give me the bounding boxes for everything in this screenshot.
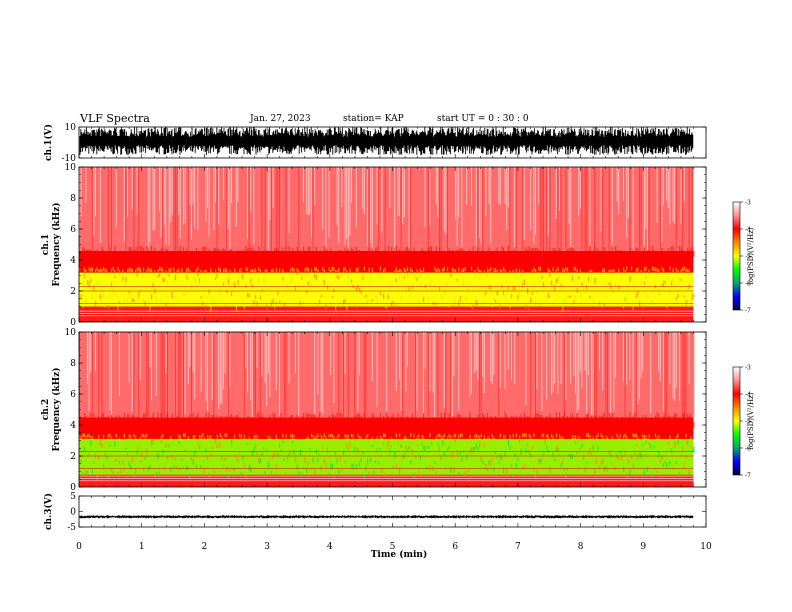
y-tick-label: 2 (70, 452, 76, 462)
x-tick-label: 5 (390, 542, 396, 552)
y-tick-label: 8 (70, 359, 76, 369)
ch1-waveform-trace (79, 127, 694, 155)
colorbar-tick-label: -5 (745, 419, 751, 426)
colorbar-ch2-bar (732, 366, 741, 476)
x-tick-label: 4 (327, 542, 333, 552)
x-axis-label: Time (min) (371, 549, 428, 560)
colorbar-tick-label: -4 (745, 227, 751, 234)
colorbar-ch1: -3 -4 -5 -6 -7 log(PSD)(V²/Hz) (732, 200, 755, 315)
y-axis-label: Frequency (kHz) (51, 367, 62, 451)
ch2-spectrogram (79, 332, 695, 487)
date-label: Jan. 27, 2023 (250, 114, 311, 124)
y-axis-label: ch.2 (41, 399, 51, 420)
ch3-waveform-trace (79, 515, 694, 519)
ch1-spectrogram (79, 167, 695, 322)
colorbar-tick-label: -3 (745, 200, 751, 207)
spectral-band (79, 167, 694, 251)
colorbar-tick-label: -6 (745, 446, 751, 453)
y-tick-label: 4 (70, 421, 76, 431)
y-tick-label: 10 (65, 123, 77, 133)
colorbar-tick-label: -6 (745, 281, 751, 288)
y-tick-label: 0 (70, 508, 76, 518)
start-time-label: start UT = 0 : 30 : 0 (437, 114, 529, 124)
y-tick-label: 8 (70, 194, 76, 204)
y-tick-label: -10 (62, 154, 77, 164)
spectral-band (79, 272, 694, 307)
colorbar-ch1-label: log(PSD)(V²/Hz) (747, 227, 755, 284)
colorbar-tick-label: -7 (745, 308, 751, 315)
y-axis-label: Frequency (kHz) (51, 202, 62, 286)
y-tick-label: 0 (70, 483, 76, 493)
spectral-band (79, 417, 694, 439)
y-tick-label: 4 (70, 256, 76, 266)
spectral-texture (79, 332, 695, 481)
spectral-texture (79, 167, 695, 312)
colorbar-tick-label: -5 (745, 254, 751, 261)
y-tick-label: -5 (67, 523, 76, 533)
x-tick-label: 10 (700, 542, 712, 552)
y-tick-label: 6 (70, 225, 76, 235)
y-tick-label: 0 (70, 318, 76, 328)
y-axis-label: ch.1(V) (43, 124, 54, 161)
figure-title: VLF Spectra (80, 112, 150, 125)
y-tick-label: 10 (65, 328, 77, 338)
colorbar-ch1-bar (732, 201, 741, 311)
y-tick-label: 6 (70, 390, 76, 400)
spectral-band (79, 306, 694, 322)
colorbar-ch2-label: log(PSD)(V²/Hz) (747, 392, 755, 449)
x-tick-label: 9 (640, 542, 646, 552)
colorbar-tick-label: -4 (745, 392, 751, 399)
x-tick-label: 8 (578, 542, 584, 552)
x-tick-label: 7 (515, 542, 521, 552)
y-axis-label: ch.1 (41, 234, 51, 255)
y-tick-label: 2 (70, 287, 76, 297)
colorbar-tick-label: -3 (745, 365, 751, 372)
x-tick-label: 1 (139, 542, 145, 552)
panel-frame (78, 495, 707, 528)
y-tick-label: 10 (65, 163, 77, 173)
x-tick-label: 3 (264, 542, 270, 552)
x-tick-label: 2 (202, 542, 208, 552)
x-tick-label: 0 (76, 542, 82, 552)
station-label: station= KAP (343, 114, 404, 124)
colorbar-ch2: -3 -4 -5 -6 -7 log(PSD)(V²/Hz) (732, 365, 755, 480)
y-axis-label: ch.3(V) (43, 493, 54, 530)
colorbar-tick-label: -7 (745, 473, 751, 480)
x-tick-label: 6 (452, 542, 458, 552)
y-tick-label: 5 (70, 492, 76, 502)
